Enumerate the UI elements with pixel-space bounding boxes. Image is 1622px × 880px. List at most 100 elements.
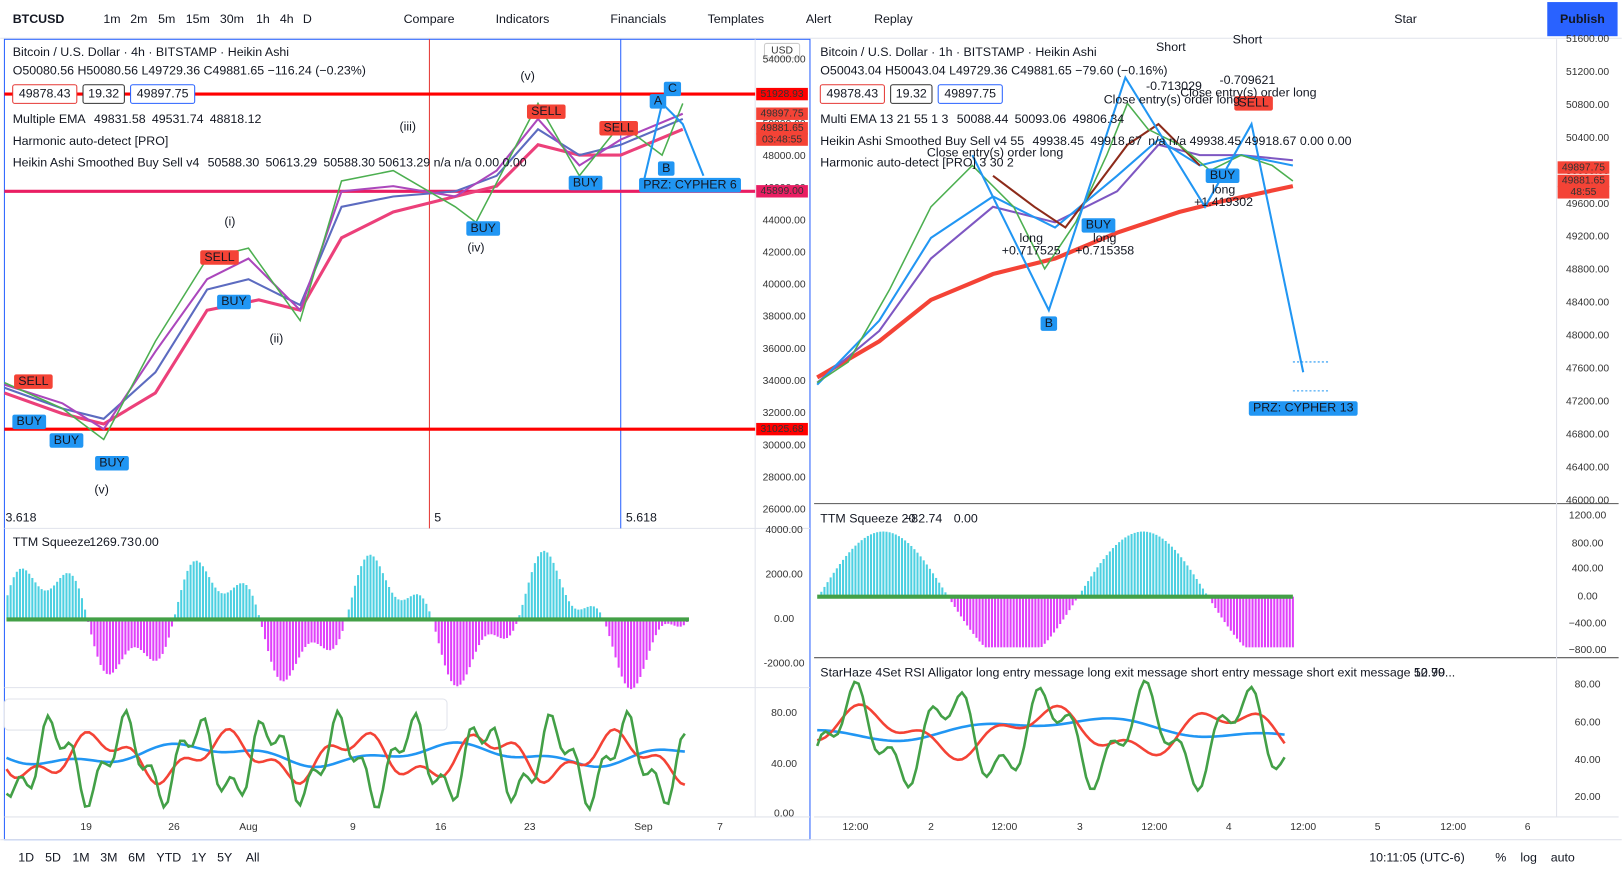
rsi-axis-label: 80.00 (771, 708, 797, 719)
toolbar-button[interactable]: Alert (806, 12, 832, 26)
histogram-bar (223, 593, 226, 620)
interval[interactable]: 2m (130, 12, 147, 26)
histogram-bar (552, 562, 555, 620)
histogram-bar (574, 608, 577, 620)
annotation-text: 5.618 (626, 510, 657, 524)
histogram-bar (984, 596, 987, 648)
histogram-bar (375, 560, 378, 620)
histogram-bar (31, 577, 34, 620)
histogram-bar (34, 582, 37, 620)
histogram-bar (378, 566, 381, 620)
histogram-bar (1267, 596, 1270, 648)
histogram-bar (589, 606, 592, 620)
rsi-line (815, 679, 1286, 793)
histogram-bar (620, 619, 623, 677)
scale-option[interactable]: log (1520, 851, 1537, 865)
histogram-bar (1093, 571, 1096, 597)
indicator-value: 1269.73 (89, 535, 134, 549)
histogram-bar (543, 550, 546, 620)
price-axis-label: 38000.00 (763, 312, 806, 323)
range-button[interactable]: 6M (128, 851, 145, 865)
currency-box[interactable] (763, 42, 801, 59)
price-axis-label: 28000.00 (763, 472, 806, 483)
drawing-toolbar[interactable] (3, 698, 448, 731)
histogram-bar (1189, 569, 1192, 597)
histogram-bar (515, 619, 518, 624)
histogram-bar (904, 540, 907, 597)
histogram-bar (15, 571, 18, 620)
histogram-bar (502, 619, 505, 639)
range-button[interactable]: 1M (72, 851, 89, 865)
histogram-bar (155, 619, 158, 661)
chart-title: Bitcoin / U.S. Dollar · 4h · BITSTAMP · … (13, 45, 289, 59)
histogram-bar (102, 619, 105, 671)
histogram-bar (329, 619, 332, 651)
interval[interactable]: 1h (256, 12, 270, 26)
histogram-bar (409, 596, 412, 620)
histogram-bar (130, 619, 133, 649)
publish-button[interactable]: Publish (1560, 12, 1605, 26)
histogram-bar (357, 575, 360, 620)
histogram-bar (1183, 561, 1186, 597)
annotation-label: SELL (18, 374, 48, 388)
histogram-bar (127, 619, 130, 651)
annotation-box (217, 294, 251, 310)
histogram-bar (146, 619, 149, 657)
price-tag (1557, 186, 1610, 199)
indicator-value: ... (1445, 665, 1455, 679)
price-line (4, 101, 684, 441)
histogram-bar (335, 619, 338, 646)
time-axis-label: 6 (1525, 822, 1531, 833)
toolbar-button[interactable]: Financials (610, 12, 666, 26)
histogram-bar (1031, 596, 1034, 648)
interval[interactable]: D (303, 12, 312, 26)
price-tag (756, 122, 808, 135)
annotation-box (95, 456, 129, 471)
time-axis-label: 12:00 (1290, 822, 1316, 833)
interval[interactable]: 4h (280, 12, 294, 26)
range-button[interactable]: YTD (156, 851, 181, 865)
histogram-bar (282, 619, 285, 682)
price-box-text: 49878.43 (19, 86, 71, 100)
histogram-bar (366, 555, 369, 620)
indicator-name: TTM Squeeze (13, 535, 91, 549)
histogram-bar (636, 619, 639, 684)
histogram-bar (496, 619, 499, 637)
toolbar-button[interactable]: Replay (874, 12, 913, 26)
toolbar-button[interactable]: Templates (708, 12, 764, 26)
star-button[interactable]: Star (1394, 12, 1417, 26)
ttm-axis-label: −800.00 (1569, 645, 1607, 656)
annotation-box (663, 81, 682, 97)
interval[interactable]: 5m (158, 12, 175, 26)
range-button[interactable]: All (246, 851, 260, 865)
price-box (130, 84, 196, 104)
price-box (12, 84, 78, 104)
range-button[interactable]: 1Y (191, 851, 206, 865)
toolbar-button[interactable]: Indicators (496, 12, 550, 26)
rsi-axis-label: 80.00 (1575, 679, 1601, 690)
scale-option[interactable]: auto (1551, 851, 1575, 865)
histogram-bar (580, 609, 583, 620)
annotation-box (1248, 401, 1358, 416)
range-button[interactable]: 1D (18, 851, 34, 865)
histogram-bar (1118, 542, 1121, 597)
interval[interactable]: 1m (103, 12, 120, 26)
histogram-bar (37, 586, 40, 620)
histogram-bar (599, 612, 602, 620)
interval[interactable]: 15m (186, 12, 210, 26)
price-axis-label: 54000.00 (763, 55, 806, 66)
annotation-label: BUY (16, 414, 41, 428)
toolbar-button[interactable]: Compare (404, 12, 455, 26)
histogram-bar (1021, 596, 1025, 648)
rsi-line (817, 717, 1285, 743)
histogram-bar (254, 604, 257, 620)
histogram-bar (626, 619, 630, 688)
interval[interactable]: 30m (220, 12, 244, 26)
range-button[interactable]: 5D (45, 851, 61, 865)
range-button[interactable]: 3M (100, 851, 117, 865)
scale-option[interactable]: % (1495, 851, 1506, 865)
publish-button-bg[interactable] (1547, 2, 1618, 37)
range-button[interactable]: 5Y (217, 851, 232, 865)
indicator-name: Harmonic auto-detect [PRO] 3 30 2 (820, 156, 1014, 170)
